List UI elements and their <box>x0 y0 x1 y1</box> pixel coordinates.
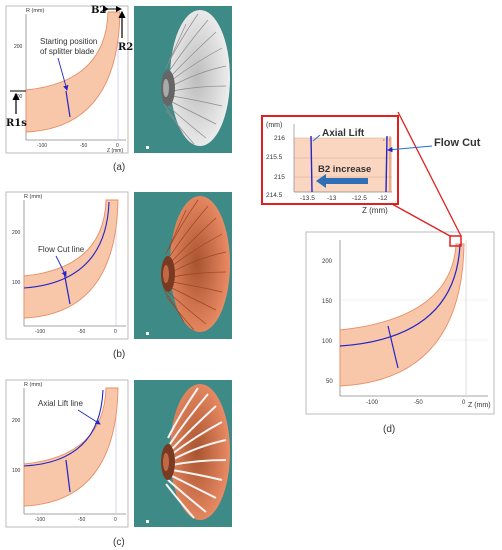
zoom-tick-z-m12-5: -12.5 <box>352 195 367 202</box>
tick-r-100-c: 100 <box>12 468 21 474</box>
meridional-passage-d <box>339 243 465 387</box>
axis-r-label-c: R (mm) <box>24 382 42 388</box>
render-marker-a <box>146 146 149 149</box>
zoom-tick-z-m13: -13 <box>327 195 337 202</box>
flow-cut-annotation-arrow <box>55 255 67 277</box>
flow-cut-callout-arrow <box>387 145 433 153</box>
tick-r-50-d: 50 <box>326 379 333 385</box>
tick-r-100-b: 100 <box>12 280 21 286</box>
tick-z-0-b: 0 <box>114 329 117 335</box>
splitter-leading-edge-c <box>65 459 71 493</box>
flow-cut-line <box>385 135 388 193</box>
axis-r-label-b: R (mm) <box>24 194 42 200</box>
zoom-tick-z-m12: -12 <box>378 195 388 202</box>
zoom-tick-r-216: 216 <box>274 135 285 142</box>
zoom-connector-right <box>397 111 462 237</box>
tick-z-0-c: 0 <box>114 517 117 523</box>
tick-z-m100-c: -100 <box>35 517 45 523</box>
flow-cut-callout: Flow Cut <box>434 137 481 149</box>
meridional-passage-c <box>23 387 119 507</box>
splitter-annotation-line1: Starting position <box>40 37 97 46</box>
tick-z-m50-b: -50 <box>78 329 85 335</box>
zoom-tick-r-215-5: 215.5 <box>266 154 283 161</box>
tick-r-200-c: 200 <box>12 418 21 424</box>
tick-z-0-d: 0 <box>462 400 466 406</box>
flow-cut-curve <box>23 201 110 289</box>
zoom-connector-left <box>391 203 451 237</box>
axial-lift-line <box>310 135 313 193</box>
splitter-annotation-arrow <box>57 57 69 91</box>
tick-r-200-b: 200 <box>12 230 21 236</box>
caption-c: (c) <box>113 537 125 548</box>
splitter-annotation-line2: of splitter blade <box>40 47 95 56</box>
caption-a: (a) <box>113 162 125 173</box>
axial-lift-annotation-arrow <box>77 409 101 425</box>
b2-increase-label: B2 increase <box>318 164 371 175</box>
tick-r-100-d: 100 <box>322 339 333 345</box>
tick-r-200-a: 200 <box>14 44 23 50</box>
r1s-label: R1s <box>6 118 27 129</box>
tick-r-150-d: 150 <box>322 299 333 305</box>
caption-d: (d) <box>383 424 395 435</box>
tick-z-m50-a: -50 <box>80 143 87 149</box>
b2-increase-arrow-icon <box>316 174 368 188</box>
zoom-axis-z-label: Z (mm) <box>362 206 388 215</box>
splitter-leading-edge-b <box>63 271 71 305</box>
r2-label: R2 <box>118 42 133 53</box>
axis-z-label-a: Z (mm) <box>107 148 123 154</box>
tick-z-m100-b: -100 <box>35 329 45 335</box>
zoom-tick-r-214-5: 214.5 <box>266 192 283 199</box>
zoom-region-marker <box>449 235 462 247</box>
tick-z-m100-a: -100 <box>37 143 47 149</box>
flow-line-d <box>339 243 461 347</box>
zoom-tick-r-215: 215 <box>274 174 285 181</box>
impeller-striped-icon <box>161 384 230 520</box>
tick-r-200-d: 200 <box>322 259 333 265</box>
tick-r-100-a: 100 <box>14 94 23 100</box>
tick-z-m100-d: -100 <box>366 400 379 406</box>
impeller-white-icon <box>161 10 230 146</box>
axis-r-label-a: R (mm) <box>26 8 44 14</box>
splitter-leading-edge-a <box>65 90 71 118</box>
axial-lift-annotation: Axial Lift line <box>38 399 83 408</box>
axial-lift-callout-leader <box>312 134 321 142</box>
panel-a: R (mm) 200 100 -100 -50 0 Z (mm) Startin… <box>5 5 232 173</box>
tick-z-0-a: 0 <box>116 143 119 149</box>
tick-z-m50-c: -50 <box>78 517 85 523</box>
zoom-tick-z-m13-5: -13.5 <box>300 195 315 202</box>
caption-b: (b) <box>113 349 125 360</box>
panel-c: R (mm) 200 100 -100 -50 0 Axial Lift lin… <box>5 379 232 548</box>
tick-z-m50-d: -50 <box>414 400 423 406</box>
render-marker-b <box>146 332 149 335</box>
panel-d: 200 150 100 50 -100 -50 0 Z (mm) (mm) 21… <box>261 111 495 435</box>
axis-z-label-d: Z (mm) <box>468 402 491 409</box>
panel-b: R (mm) 200 100 -100 -50 0 Flow Cut line <box>5 191 232 360</box>
axial-lift-callout: Axial Lift <box>322 128 365 139</box>
splitter-leading-edge-d <box>387 325 399 369</box>
impeller-orange-icon <box>161 196 230 332</box>
b2-label: B2 <box>91 5 106 16</box>
axial-lift-curve <box>23 389 104 467</box>
flow-cut-annotation: Flow Cut line <box>38 245 85 254</box>
render-marker-c <box>146 520 149 523</box>
meridional-passage-b <box>23 199 119 319</box>
zoom-axis-r-label: (mm) <box>266 122 282 129</box>
